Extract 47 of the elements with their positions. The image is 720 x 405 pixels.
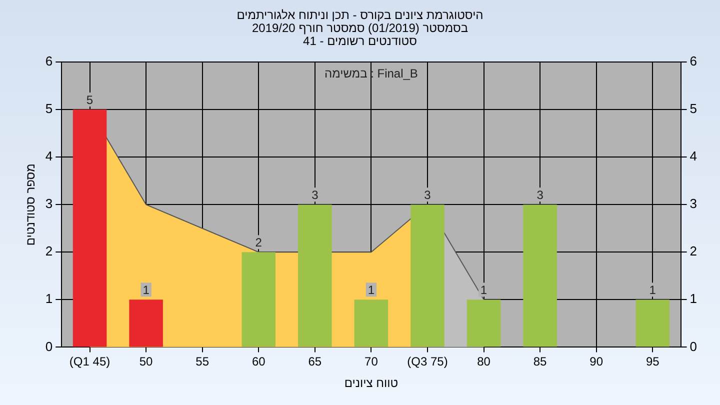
y-tick-label: 0 [45, 338, 53, 354]
x-tick-label: 90 [590, 354, 604, 369]
x-tick-label: 95 [646, 354, 660, 369]
x-tick-label: 85 [533, 354, 548, 369]
y-tick-label: 2 [45, 244, 53, 259]
y2-tick-label: 1 [690, 291, 698, 306]
x-tick-label: 70 [364, 354, 378, 369]
bar [636, 300, 670, 347]
y2-tick-label: 6 [690, 54, 698, 69]
y2-tick-label: 3 [690, 196, 698, 212]
data-label: 5 [86, 92, 94, 107]
data-label: 3 [536, 188, 544, 202]
annotation: Final_B : במשימה [324, 66, 418, 80]
data-label: 3 [424, 188, 432, 202]
y2-tick-label: 0 [690, 338, 698, 354]
data-label: 1 [368, 282, 375, 297]
y2-tick-label: 2 [690, 244, 698, 259]
bar [129, 300, 163, 347]
y-tick-label: 1 [45, 291, 53, 306]
y-axis-title: מספר סטודנטים [24, 164, 38, 246]
x-tick-label: 65 [308, 354, 322, 369]
y-tick-label: 4 [45, 148, 53, 164]
data-label: 1 [142, 282, 150, 297]
bar [72, 110, 107, 347]
data-label: 2 [255, 235, 262, 250]
data-label: 1 [480, 282, 488, 297]
data-label: 3 [312, 188, 319, 202]
y-tick-label: 6 [45, 54, 53, 69]
x-tick-label: 50 [139, 354, 154, 369]
y2-tick-label: 5 [690, 101, 698, 116]
bar [523, 204, 557, 347]
data-label: 1 [649, 282, 656, 297]
y2-tick-label: 4 [690, 148, 698, 164]
x-tick-label: 80 [477, 354, 491, 369]
chart-subtitle: בסמסטר (01/2019) סמסטר חורף 2019/20 סטודנטים רשומים - 41 [250, 21, 470, 48]
chart-title: היסטוגרמת ציונים בקורס - תכן וניתוח אלגוריתמים [236, 8, 484, 22]
x-tick-label: (Q1 45) [69, 354, 110, 369]
x-tick-label: (Q3 75) [407, 354, 448, 369]
x-tick-label: 55 [196, 354, 210, 369]
y-tick-label: 3 [45, 196, 53, 212]
bar [242, 252, 276, 347]
x-tick-label: 60 [252, 354, 266, 369]
bar [466, 300, 501, 347]
bar [298, 204, 332, 347]
bar [354, 300, 388, 347]
x-axis-title: טווח ציונים [344, 376, 398, 390]
y-tick-label: 5 [45, 101, 53, 116]
